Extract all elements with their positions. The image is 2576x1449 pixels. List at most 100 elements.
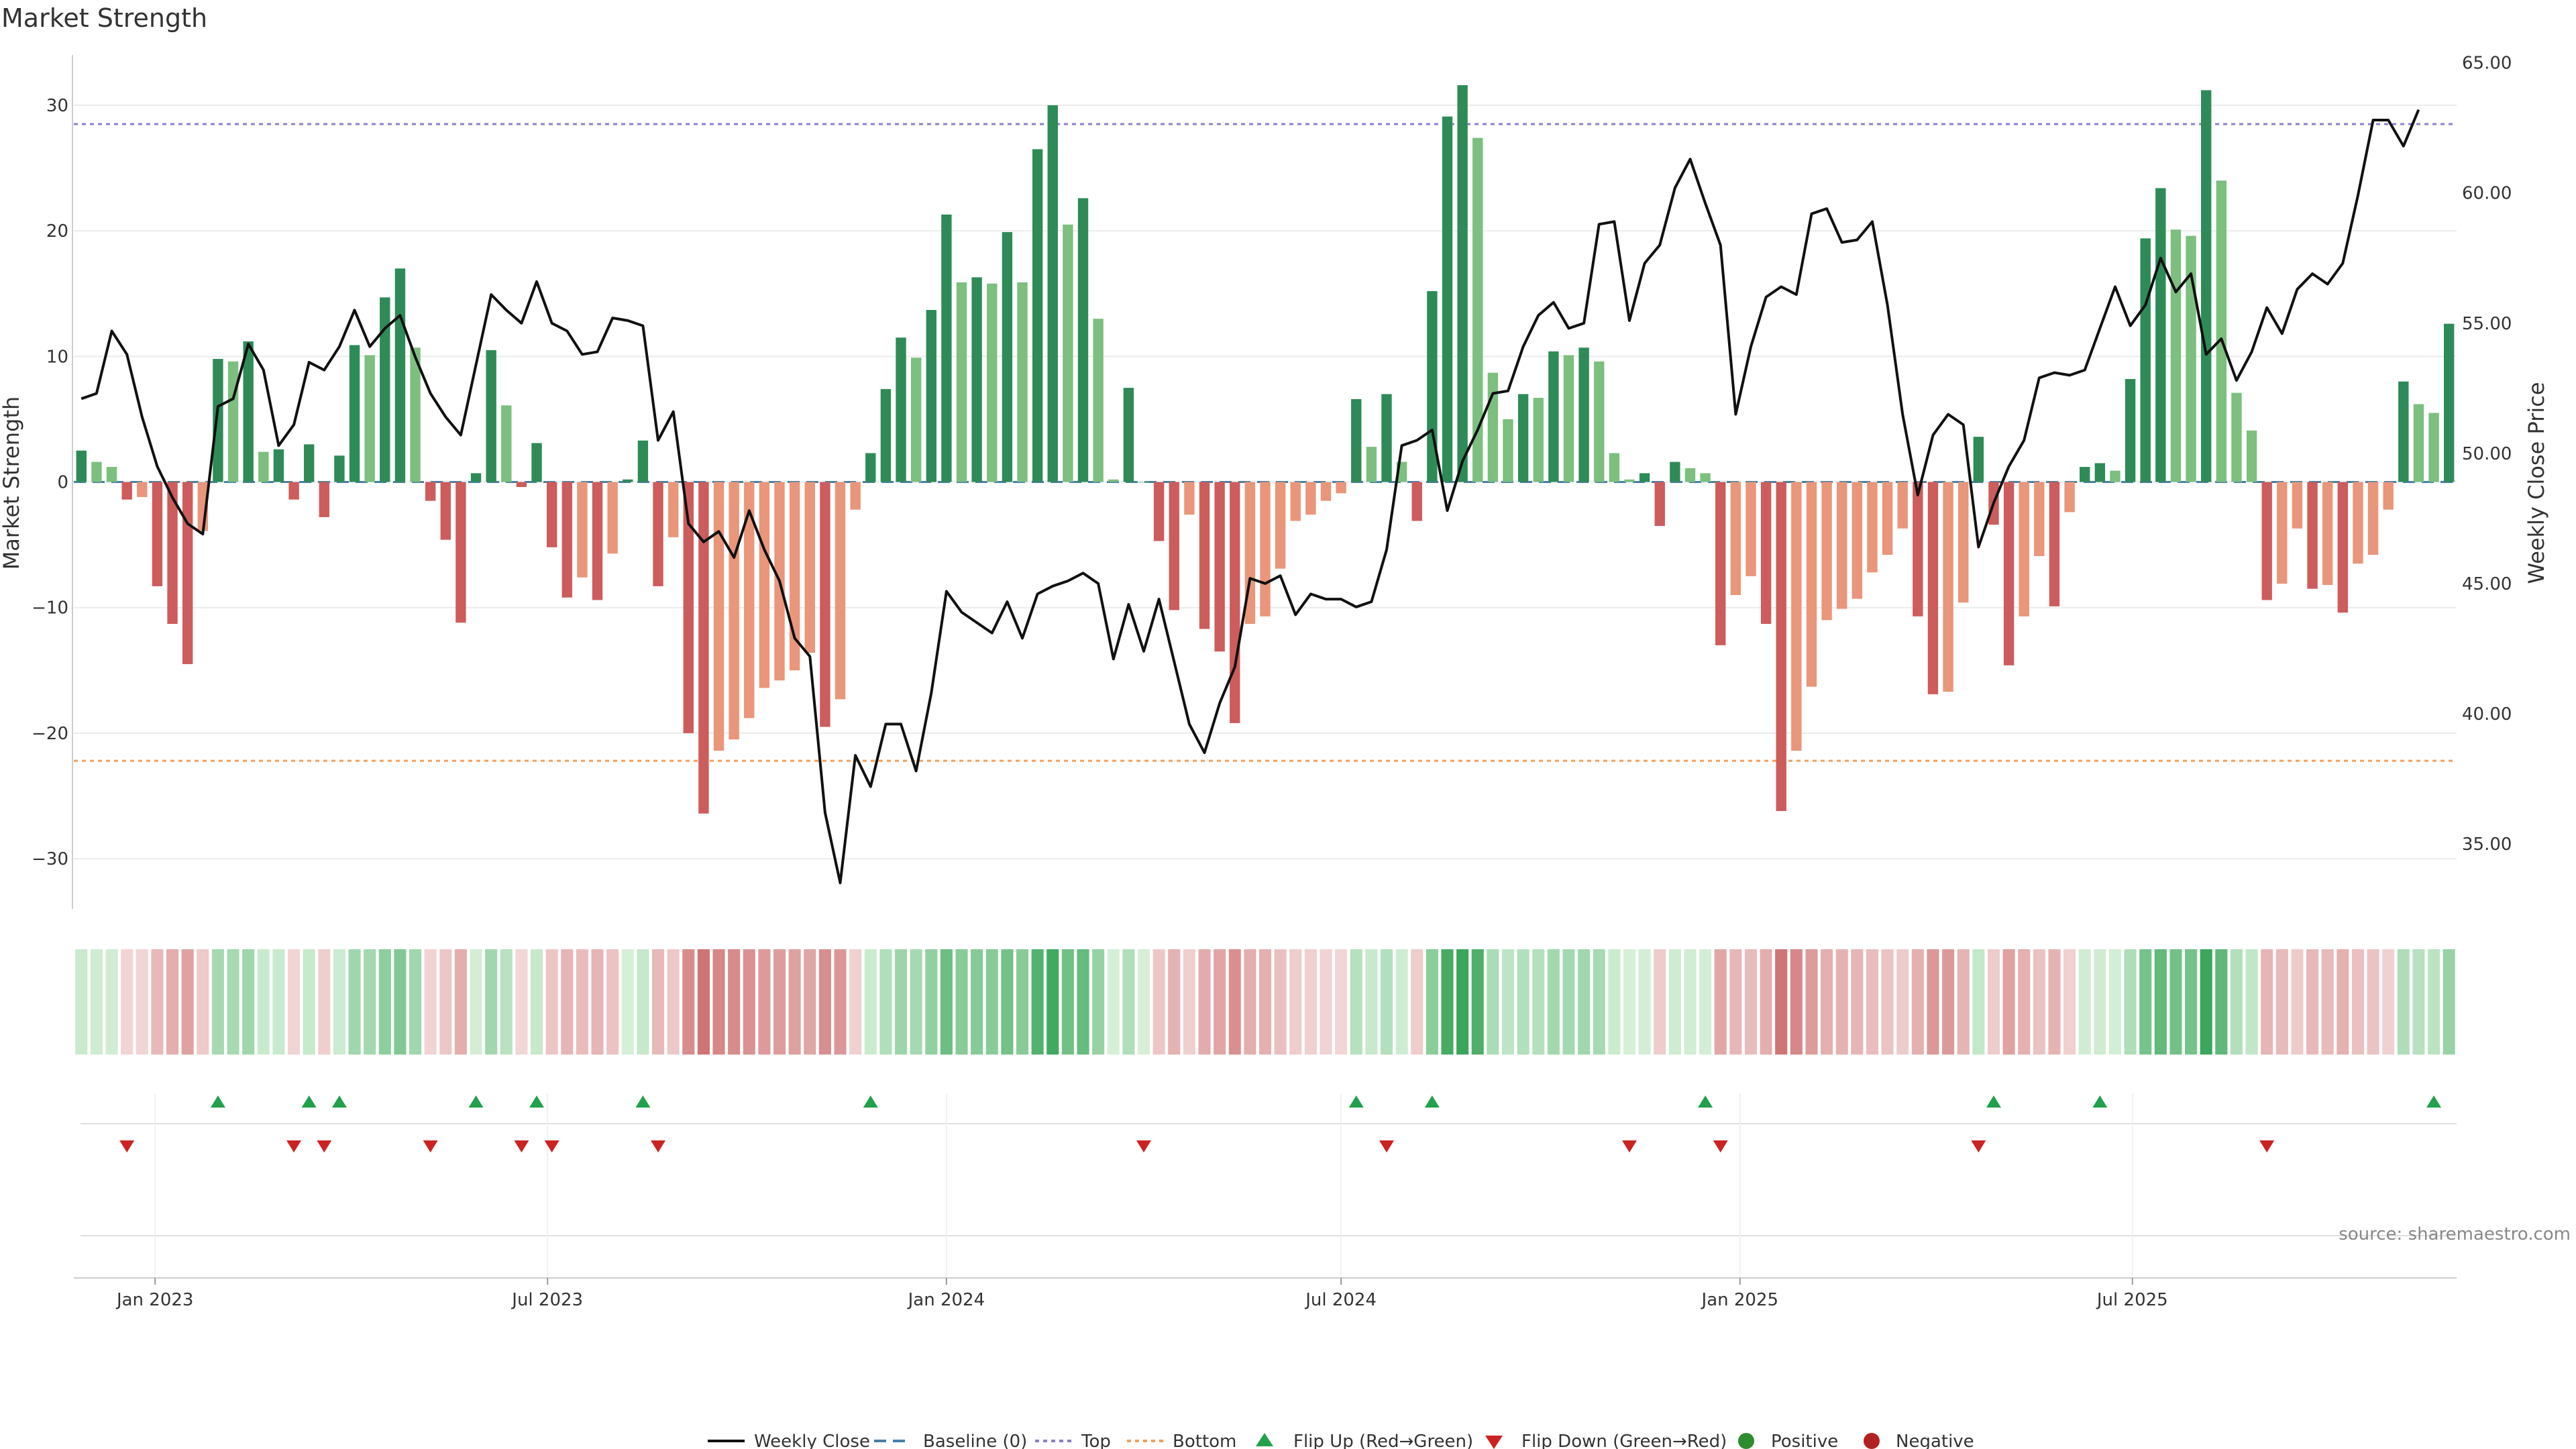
heat-cell	[2063, 949, 2076, 1055]
strength-bar	[1290, 482, 1301, 521]
heat-cell	[712, 949, 725, 1055]
legend-flip-down-icon	[1485, 1436, 1503, 1449]
heat-cell	[1198, 949, 1211, 1055]
heat-cell	[1729, 949, 1742, 1055]
strength-bar	[425, 482, 436, 501]
flip-down-icon	[2259, 1140, 2275, 1152]
heat-cell	[2351, 949, 2364, 1055]
heat-cell	[2337, 949, 2349, 1055]
strength-bar	[1730, 482, 1741, 595]
strength-bar	[1169, 482, 1179, 610]
flip-markers	[80, 1093, 2457, 1278]
strength-bar	[470, 473, 482, 482]
heat-cell	[1608, 949, 1621, 1055]
heat-cell	[2094, 949, 2106, 1055]
heat-cell	[561, 949, 574, 1055]
right-tick-label: 55.00	[2462, 314, 2512, 334]
strength-bar	[1578, 347, 1589, 482]
strength-bar	[971, 277, 982, 482]
heat-cell	[1395, 949, 1408, 1055]
x-tick-label: Jan 2023	[115, 1290, 194, 1310]
weekly-close-series	[80, 109, 2420, 885]
left-tick-label: −10	[32, 598, 68, 619]
heat-cell	[364, 949, 376, 1055]
heat-cell	[1547, 949, 1560, 1055]
flip-up-icon	[210, 1095, 225, 1108]
heat-cell	[1320, 949, 1332, 1055]
heat-cell	[2443, 949, 2455, 1055]
strength-bar	[1958, 482, 1969, 603]
strength-bar	[2155, 188, 2166, 482]
heat-cell	[1031, 949, 1044, 1055]
flip-up-icon	[1698, 1095, 1713, 1108]
strength-bar	[804, 482, 815, 653]
heat-cell	[2124, 949, 2137, 1055]
legend-flip-up-icon	[1256, 1433, 1273, 1446]
strength-bar	[653, 482, 663, 586]
heat-cell	[971, 949, 983, 1055]
left-tick-label: 20	[46, 221, 68, 241]
strength-bar	[137, 482, 148, 497]
strength-bar	[531, 443, 542, 482]
heat-cell	[743, 949, 755, 1055]
strength-bar	[1093, 319, 1104, 482]
strength-bar	[698, 482, 709, 814]
strength-bar	[592, 482, 603, 600]
strength-bar	[1275, 482, 1286, 569]
strength-bar	[1077, 198, 1089, 482]
strength-bar	[1821, 482, 1832, 621]
axes	[72, 55, 2457, 1279]
strength-bar	[1851, 482, 1863, 599]
strength-bar	[2383, 482, 2394, 510]
strength-bar	[910, 358, 922, 482]
x-tick-label: Jul 2025	[2096, 1290, 2168, 1310]
heat-cell	[1168, 949, 1181, 1055]
heat-cell	[75, 949, 88, 1055]
heat-cell	[2033, 949, 2045, 1055]
heat-cell	[515, 949, 528, 1055]
heat-cell	[925, 949, 938, 1055]
strength-bar	[1670, 462, 1680, 482]
heat-cell	[333, 949, 345, 1055]
strength-bar	[880, 388, 892, 482]
heat-cell	[1350, 949, 1362, 1055]
flip-down-icon	[1971, 1140, 1986, 1152]
strength-bar	[577, 482, 588, 578]
strength-bar	[1517, 394, 1529, 482]
heat-cell	[591, 949, 604, 1055]
heat-cell	[227, 949, 239, 1055]
strength-bar	[1442, 116, 1453, 482]
heat-cell	[530, 949, 543, 1055]
heat-cell	[2169, 949, 2182, 1055]
flip-up-icon	[1348, 1095, 1364, 1108]
x-tick-label: Jul 2024	[1304, 1290, 1377, 1310]
heat-cell	[105, 949, 118, 1055]
heat-cell	[318, 949, 331, 1055]
strength-bar	[1320, 482, 1332, 501]
heat-cell	[940, 949, 953, 1055]
heat-cell	[1137, 949, 1150, 1055]
legend-top: Top	[1081, 1432, 1111, 1449]
strength-bar	[987, 283, 998, 482]
flip-down-icon	[119, 1140, 135, 1152]
strength-bar	[1882, 482, 1893, 555]
strength-bar	[1305, 482, 1316, 515]
heat-cell	[1289, 949, 1302, 1055]
heat-cell	[2291, 949, 2304, 1055]
heat-cell	[1244, 949, 1256, 1055]
strength-bar	[349, 345, 360, 482]
strength-bar	[1927, 482, 1939, 694]
right-tick-label: 50.00	[2462, 444, 2512, 464]
strength-bar	[364, 355, 375, 482]
heat-cell	[1684, 949, 1697, 1055]
heat-cell	[242, 949, 255, 1055]
strength-bar	[227, 361, 239, 482]
heat-cell	[773, 949, 786, 1055]
strength-bar	[1503, 419, 1513, 482]
heat-cell	[1258, 949, 1272, 1055]
strength-bar	[2170, 229, 2182, 482]
strength-bar	[1457, 85, 1468, 482]
heat-cell	[197, 949, 209, 1055]
strength-bar	[2413, 404, 2424, 482]
heat-cell	[2261, 949, 2273, 1055]
